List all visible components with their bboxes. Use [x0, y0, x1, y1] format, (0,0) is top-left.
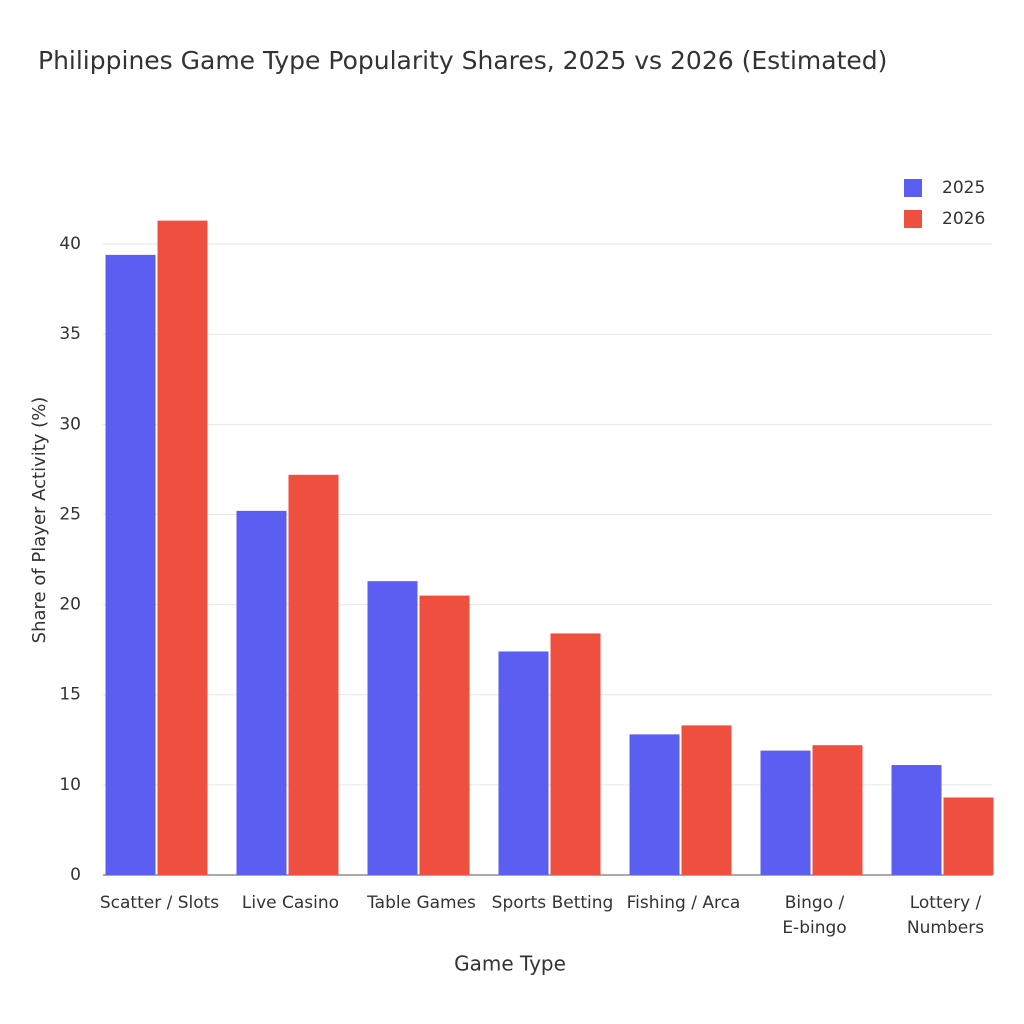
y-tick-label: 20 — [59, 595, 81, 615]
bar — [288, 474, 339, 875]
x-tick-label: Sports Betting — [492, 893, 614, 913]
x-tick-label: Live Casino — [242, 893, 339, 913]
bar — [419, 595, 470, 875]
chart-title: Philippines Game Type Popularity Shares,… — [38, 46, 887, 75]
bar — [760, 750, 811, 875]
y-axis-label: Share of Player Activity (%) — [29, 397, 50, 644]
legend-label: 2025 — [942, 178, 985, 198]
x-tick-label: Lottery / Numbers — [907, 893, 984, 938]
y-tick-label: 40 — [59, 234, 81, 254]
x-tick-label: Fishing / Arca — [627, 893, 741, 913]
y-tick-label: 35 — [59, 324, 81, 344]
bar — [891, 765, 942, 875]
bar — [498, 651, 549, 875]
bar — [105, 254, 156, 876]
bar — [681, 725, 732, 875]
bar — [367, 581, 418, 875]
bar — [236, 510, 287, 875]
legend-swatch — [904, 210, 922, 228]
y-tick-label: 0 — [70, 865, 81, 885]
bar — [943, 797, 994, 875]
x-tick-label: Scatter / Slots — [100, 893, 219, 913]
x-tick-label: Bingo / E-bingo — [782, 893, 846, 938]
y-tick-label: 10 — [59, 775, 81, 795]
x-tick-label: Table Games — [366, 893, 476, 913]
bar — [157, 220, 208, 876]
y-tick-label: 25 — [59, 504, 81, 524]
y-tick-label: 15 — [59, 685, 81, 705]
y-tick-label: 30 — [59, 414, 81, 434]
legend-label: 2026 — [942, 209, 985, 229]
legend-swatch — [904, 179, 922, 197]
x-axis-label: Game Type — [454, 952, 566, 976]
bar — [550, 633, 601, 875]
bar — [812, 745, 863, 875]
bar — [629, 734, 680, 875]
